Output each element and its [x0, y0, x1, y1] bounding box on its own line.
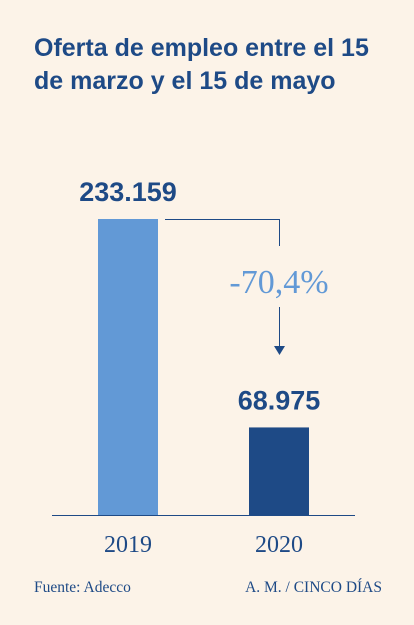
chart-title: Oferta de empleo entre el 15 de marzo y … [34, 34, 369, 95]
source-note: Fuente: Adecco [34, 579, 131, 596]
value-label-2020: 68.975 [238, 385, 321, 415]
x-tick-label-2019: 2019 [104, 532, 152, 558]
bar-2019 [98, 219, 158, 515]
x-tick-label-2020: 2020 [255, 532, 303, 558]
change-connector-top [165, 219, 280, 246]
change-arrowhead [274, 346, 285, 355]
value-label-2019: 233.159 [79, 177, 177, 207]
change-label: -70,4% [229, 264, 328, 301]
bar-2020 [249, 427, 309, 515]
credit-note: A. M. / CINCO DÍAS [245, 579, 382, 596]
